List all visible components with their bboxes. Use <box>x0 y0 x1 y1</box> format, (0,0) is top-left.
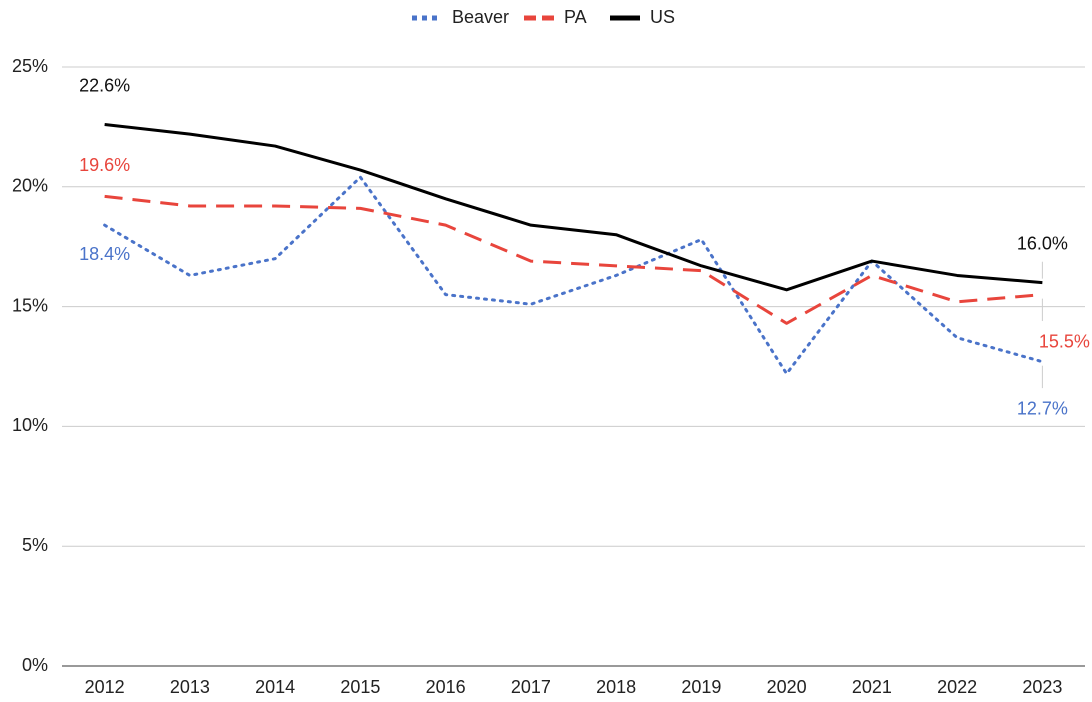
data-label: 15.5% <box>1039 331 1090 351</box>
data-label: 12.7% <box>1017 398 1068 418</box>
x-tick-label: 2013 <box>170 677 210 697</box>
x-tick-label: 2021 <box>852 677 892 697</box>
y-tick-label: 20% <box>12 176 48 196</box>
y-tick-label: 10% <box>12 415 48 435</box>
x-tick-label: 2023 <box>1022 677 1062 697</box>
data-label: 22.6% <box>79 75 130 95</box>
data-label: 19.6% <box>79 155 130 175</box>
x-tick-label: 2018 <box>596 677 636 697</box>
x-tick-label: 2019 <box>681 677 721 697</box>
series-line <box>103 175 1044 376</box>
y-tick-label: 0% <box>22 655 48 675</box>
x-tick-label: 2014 <box>255 677 295 697</box>
legend-label: US <box>650 7 675 27</box>
series-line <box>104 194 1043 325</box>
x-tick-label: 2022 <box>937 677 977 697</box>
x-tick-label: 2020 <box>767 677 807 697</box>
y-tick-label: 25% <box>12 56 48 76</box>
x-tick-label: 2017 <box>511 677 551 697</box>
data-label: 16.0% <box>1017 233 1068 253</box>
y-tick-label: 15% <box>12 295 48 315</box>
x-tick-label: 2016 <box>426 677 466 697</box>
x-tick-label: 2015 <box>340 677 380 697</box>
legend-label: PA <box>564 7 587 27</box>
legend-label: Beaver <box>452 7 509 27</box>
data-label: 18.4% <box>79 244 130 264</box>
x-tick-label: 2012 <box>85 677 125 697</box>
series-line <box>104 123 1043 292</box>
y-tick-label: 5% <box>22 535 48 555</box>
